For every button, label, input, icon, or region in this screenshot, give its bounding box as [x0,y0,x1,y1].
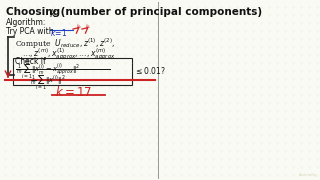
Text: $k_{\!s}$: $k_{\!s}$ [76,22,82,31]
Text: $\leq 0.01?$: $\leq 0.01?$ [134,65,166,76]
Text: Try PCA with: Try PCA with [6,27,56,36]
Text: $\frac{1}{m}\sum_{i=1}^{m}\|x^{(i)} - x^{(i)}_{approx}\|^2$: $\frac{1}{m}\sum_{i=1}^{m}\|x^{(i)} - x^… [16,59,80,81]
Text: Algorithm:: Algorithm: [6,18,46,27]
Text: Compute  $U_{reduce}, z^{(1)}, z^{(2)},$: Compute $U_{reduce}, z^{(1)}, z^{(2)},$ [15,37,115,51]
Text: Choosing: Choosing [6,7,64,17]
Text: AndrewNg: AndrewNg [299,173,317,177]
Text: $k = 17$: $k = 17$ [55,85,92,99]
Text: $k\!=\!1$: $k\!=\!1$ [50,27,68,38]
Text: $k$: $k$ [49,7,57,19]
Text: $k_{\!s}$: $k_{\!s}$ [85,22,91,31]
Text: (number of principal components): (number of principal components) [57,7,262,17]
Text: $\ldots, z^{(m)}, x^{(1)}_{approx}, \ldots, x^{(m)}_{approx}$: $\ldots, z^{(m)}, x^{(1)}_{approx}, \ldo… [22,47,116,62]
Text: Check if: Check if [15,57,46,66]
Text: $\frac{1}{m}\sum_{i=1}^{m}\|x^{(i)}\|^2$: $\frac{1}{m}\sum_{i=1}^{m}\|x^{(i)}\|^2$ [30,70,66,92]
